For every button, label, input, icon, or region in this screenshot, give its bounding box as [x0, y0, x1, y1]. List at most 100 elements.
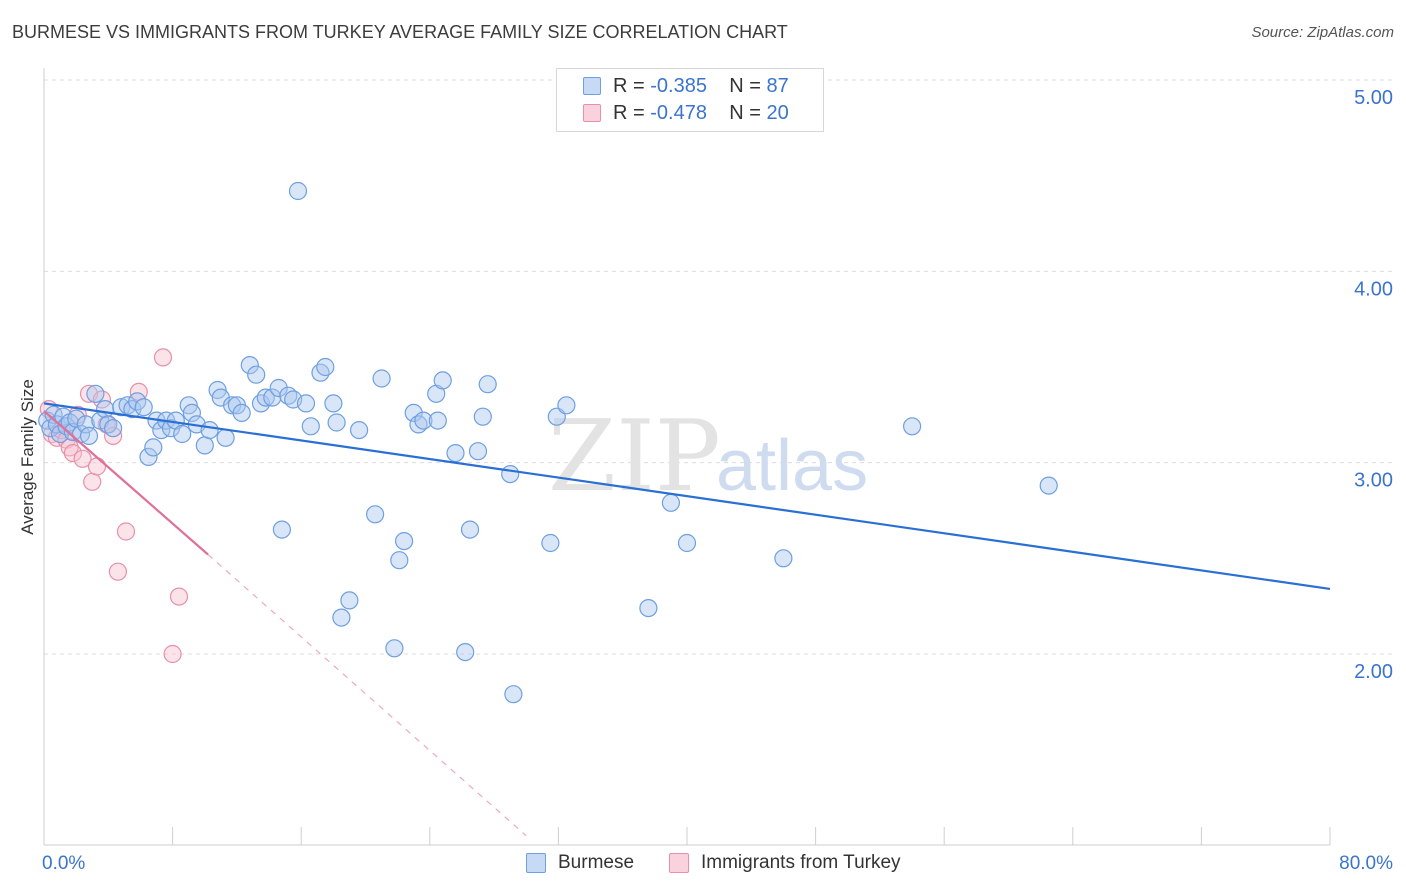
burmese-point: [86, 384, 105, 403]
burmese-point: [139, 447, 158, 466]
burmese-point: [269, 378, 288, 398]
burmese-point: [902, 417, 922, 436]
burmese-point: [134, 398, 153, 417]
burmese-point: [372, 369, 391, 388]
turkey-trend-extension: [207, 554, 527, 837]
legend-burmese-r-label: R =: [613, 75, 651, 97]
trend-lines: [43, 402, 1331, 837]
legend-burmese-r-value: -0.385: [650, 75, 707, 97]
burmese-point: [385, 639, 404, 658]
legend-turkey-r-label: R =: [613, 102, 651, 124]
watermark-zip: ZIP: [548, 400, 721, 514]
burmese-point: [301, 417, 320, 436]
burmese-point: [541, 533, 560, 553]
series-burmese-points: [38, 181, 1058, 704]
turkey-point: [116, 522, 136, 541]
y-tick-label: 2.00: [1354, 661, 1393, 683]
burmese-point: [144, 438, 163, 457]
burmese-point: [774, 549, 793, 568]
burmese-point: [79, 426, 99, 445]
y-tick-label: 5.00: [1354, 87, 1393, 109]
burmese-point: [332, 608, 351, 627]
legend-burmese-label: Burmese: [558, 852, 635, 873]
burmese-point: [173, 424, 192, 444]
legend-turkey-n-value: 20: [766, 102, 789, 124]
burmese-point: [473, 407, 492, 426]
burmese-trend-line: [43, 402, 1331, 591]
burmese-point: [296, 394, 316, 413]
burmese-point: [395, 531, 414, 551]
axes: [43, 68, 1331, 846]
legend-turkey-r-value: -0.478: [650, 102, 707, 124]
turkey-trend-line: [43, 410, 209, 556]
burmese-point: [456, 642, 475, 662]
burmese-point: [639, 598, 658, 618]
burmese-point: [311, 363, 330, 382]
burmese-point: [468, 442, 488, 461]
x-tick-label-max: 80.0%: [1339, 853, 1393, 874]
burmese-point: [661, 493, 681, 512]
burmese-point: [446, 444, 465, 463]
turkey-point: [163, 644, 182, 664]
burmese-point: [404, 403, 423, 422]
burmese-point: [428, 411, 447, 430]
burmese-point: [316, 357, 335, 377]
burmese-point: [200, 421, 219, 440]
watermark-atlas: atlas: [716, 426, 868, 506]
burmese-point: [327, 413, 346, 432]
burmese-point: [460, 520, 480, 539]
burmese-point: [240, 356, 259, 375]
turkey-point: [87, 457, 107, 476]
burmese-point: [433, 371, 452, 390]
burmese-point: [366, 505, 385, 524]
turkey-point: [73, 449, 92, 468]
turkey-point: [108, 562, 128, 581]
burmese-point: [272, 520, 291, 539]
turkey-point: [153, 348, 173, 367]
burmese-point: [1039, 476, 1058, 495]
legend-burmese-n-label: N =: [729, 75, 767, 97]
burmese-point: [76, 415, 95, 434]
burmese-point: [112, 398, 131, 417]
watermark: ZIP atlas: [548, 400, 868, 514]
turkey-swatch: [583, 104, 601, 122]
x-tick-label-min: 0.0%: [42, 853, 85, 874]
legend-burmese-swatch: [526, 853, 546, 873]
turkey-point: [103, 426, 123, 445]
source-label: Source: ZipAtlas.com: [1251, 24, 1394, 41]
burmese-point: [414, 411, 433, 430]
burmese-point: [95, 400, 115, 419]
burmese-point: [232, 403, 251, 422]
burmese-point: [263, 388, 282, 407]
y-tick-label: 3.00: [1354, 470, 1393, 492]
turkey-point: [83, 472, 102, 491]
burmese-point: [195, 436, 214, 455]
burmese-point: [478, 375, 497, 394]
series-turkey-points: [39, 348, 189, 664]
y-tick-label: 4.00: [1354, 278, 1393, 300]
legend-turkey-label: Immigrants from Turkey: [701, 852, 901, 873]
turkey-point: [60, 438, 79, 457]
burmese-point: [324, 394, 343, 413]
correlation-legend: R = -0.385 N = 87 R = -0.478 N = 20: [556, 68, 824, 132]
burmese-point: [103, 419, 123, 438]
burmese-point: [251, 394, 271, 413]
burmese-point: [223, 396, 242, 415]
turkey-point: [169, 587, 189, 606]
burmese-point: [288, 181, 308, 201]
burmese-point: [677, 533, 697, 553]
legend-turkey-n-label: N =: [729, 102, 767, 124]
burmese-point: [390, 551, 409, 570]
burmese-point: [256, 388, 275, 407]
burmese-swatch: [583, 77, 601, 95]
burmese-point: [340, 591, 359, 610]
burmese-point: [247, 365, 266, 384]
burmese-point: [350, 421, 369, 440]
chart-title: BURMESE VS IMMIGRANTS FROM TURKEY AVERAG…: [12, 22, 788, 42]
tick-labels: 2.00 3.00 4.00 5.00 0.0% 80.0%: [42, 87, 1393, 874]
burmese-point: [182, 403, 201, 422]
legend-burmese-n-value: 87: [766, 75, 789, 97]
burmese-point: [501, 465, 520, 484]
turkey-point: [63, 444, 83, 463]
